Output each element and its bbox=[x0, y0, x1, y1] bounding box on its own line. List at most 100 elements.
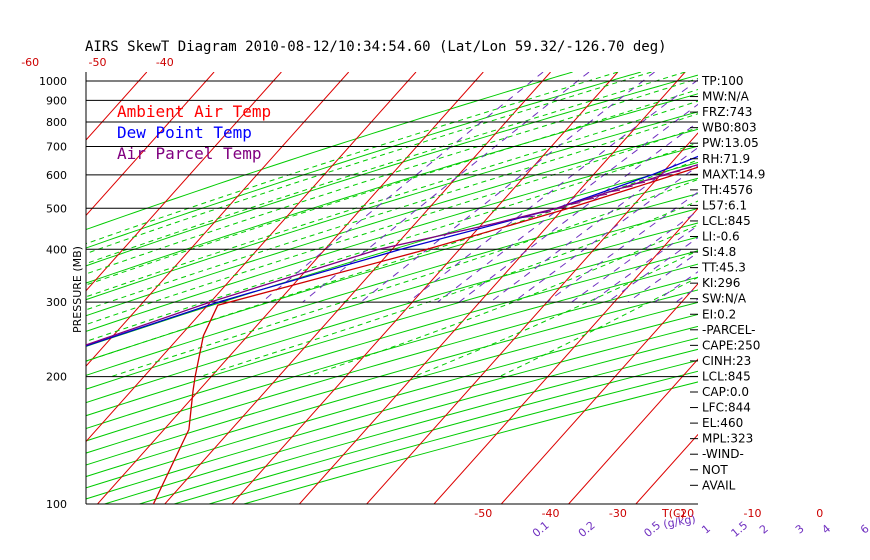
isotherm-line bbox=[500, 282, 698, 504]
mixing-ratio-lines bbox=[261, 72, 698, 303]
isotherm-line bbox=[771, 72, 870, 504]
moist-adiabat-line bbox=[86, 159, 698, 362]
cape-hatch-line bbox=[825, 123, 827, 125]
mixing-ratio-line bbox=[261, 72, 544, 303]
cape-hatch-line bbox=[834, 120, 836, 122]
profile-series bbox=[86, 155, 698, 504]
isotherm-line bbox=[97, 72, 484, 504]
mixing-ratio-tick-label: 0.2 bbox=[576, 519, 598, 540]
index-label: RH:71.9 bbox=[702, 152, 750, 166]
dry-adiabat-line bbox=[86, 145, 698, 332]
mixing-ratio-line bbox=[407, 79, 698, 303]
index-label: NOT bbox=[702, 463, 728, 477]
isotherm-line bbox=[86, 72, 215, 217]
index-label: EI:0.2 bbox=[702, 307, 736, 321]
isotherm-line bbox=[0, 72, 79, 504]
parcel-temp-line bbox=[86, 163, 698, 346]
pressure-tick-label: 200 bbox=[46, 371, 67, 384]
moist-adiabat-line bbox=[86, 88, 698, 286]
moist-adiabat-line bbox=[86, 72, 686, 265]
dry-adiabat-line bbox=[86, 236, 698, 417]
mixing-ratio-tick-label: 3 bbox=[793, 522, 807, 536]
bottom-temp-tick-label: -20 bbox=[676, 507, 694, 520]
dry-adiabat-line bbox=[86, 222, 698, 404]
dry-adiabat-line bbox=[86, 313, 698, 489]
index-label: CAP:0.0 bbox=[702, 385, 749, 399]
cape-hatch-line bbox=[789, 135, 791, 137]
dry-adiabat-line bbox=[86, 301, 698, 478]
isotherm-line bbox=[366, 132, 698, 504]
moist-adiabat-lines bbox=[86, 72, 698, 378]
dry-adiabat-line bbox=[86, 128, 698, 317]
moist-adiabat-line bbox=[86, 100, 698, 298]
index-label: SW:N/A bbox=[702, 292, 747, 306]
cape-hatch-line bbox=[816, 126, 818, 128]
mixing-ratio-unit-label: (g/kg) bbox=[662, 512, 696, 530]
pressure-tick-label: 300 bbox=[46, 296, 67, 309]
dry-adiabat-line bbox=[86, 276, 698, 454]
moist-adiabat-line bbox=[199, 200, 698, 378]
moist-adiabat-line bbox=[86, 142, 698, 342]
mixing-ratio-line bbox=[546, 191, 698, 303]
bottom-temp-tick-label: -10 bbox=[743, 507, 761, 520]
index-label: AVAIL bbox=[702, 478, 736, 492]
mixing-ratio-line bbox=[512, 165, 698, 303]
pressure-tick-label: 700 bbox=[46, 140, 67, 153]
legend-entry: Air Parcel Temp bbox=[117, 144, 262, 163]
mixing-ratio-line bbox=[590, 224, 698, 303]
mixing-ratio-line bbox=[607, 237, 698, 303]
chart-title: AIRS SkewT Diagram 2010-08-12/10:34:54.6… bbox=[85, 39, 667, 55]
mixing-ratio-tick-label: 0.5 bbox=[641, 519, 663, 540]
top-temp-tick-label: -60 bbox=[21, 56, 39, 69]
index-label: LI:-0.6 bbox=[702, 230, 740, 244]
isotherm-line bbox=[0, 72, 12, 504]
dry-adiabat-line bbox=[86, 72, 573, 231]
cape-hatch-line bbox=[807, 129, 809, 131]
bottom-temp-tick-label: -30 bbox=[609, 507, 627, 520]
index-label: -WIND- bbox=[702, 447, 744, 461]
temp-unit-label: T(C) bbox=[661, 507, 685, 520]
dry-adiabat-line bbox=[86, 250, 698, 429]
isotherm-line bbox=[299, 72, 686, 504]
index-label: TP:100 bbox=[701, 74, 744, 88]
y-axis-label: PRESSURE (MB) bbox=[71, 246, 84, 333]
index-label: EL:460 bbox=[702, 416, 743, 430]
dry-adiabat-line bbox=[86, 289, 698, 466]
index-label: SI:4.8 bbox=[702, 245, 736, 259]
dry-adiabat-line bbox=[86, 72, 642, 249]
dry-adiabat-line bbox=[86, 263, 698, 442]
isotherm-line bbox=[86, 72, 417, 443]
isotherm-line bbox=[86, 72, 282, 292]
mixing-ratio-tick-label: 0.1 bbox=[530, 519, 552, 540]
index-label: MAXT:14.9 bbox=[702, 167, 765, 181]
moist-adiabat-line bbox=[110, 178, 698, 378]
index-label: LFC:844 bbox=[702, 401, 751, 415]
index-label: CINH:23 bbox=[702, 354, 751, 368]
legend-entry: Ambient Air Temp bbox=[117, 102, 271, 121]
pressure-tick-label: 600 bbox=[46, 169, 67, 182]
mixing-ratio-tick-label: 6 bbox=[858, 522, 870, 536]
moist-adiabat-line bbox=[86, 126, 698, 326]
index-label: KI:296 bbox=[702, 276, 740, 290]
moist-adiabat-line bbox=[499, 276, 698, 378]
dry-adiabat-line bbox=[86, 207, 698, 390]
legend: Ambient Air Temp Dew Point Temp Air Parcel… bbox=[117, 102, 271, 163]
index-label: PW:13.05 bbox=[702, 136, 759, 150]
cape-hatch-line bbox=[856, 112, 861, 114]
isotherm-line bbox=[231, 72, 619, 504]
dry-adiabat-line bbox=[86, 177, 698, 362]
mixing-ratio-line bbox=[302, 72, 590, 303]
dry-adiabat-line bbox=[86, 193, 698, 376]
cape-hatch-line bbox=[850, 115, 852, 117]
mixing-ratio-line bbox=[437, 103, 698, 303]
dry-adiabat-line bbox=[86, 74, 698, 267]
mixing-ratio-tick-label: 2 bbox=[757, 522, 771, 536]
isotherm-line bbox=[568, 358, 698, 504]
index-label: WB0:803 bbox=[702, 121, 757, 135]
isobar-lines bbox=[85, 72, 698, 505]
index-label: FRZ:743 bbox=[702, 105, 752, 119]
index-label: LCL:845 bbox=[702, 369, 751, 383]
top-temp-tick-label: -40 bbox=[156, 56, 174, 69]
mixing-ratio-line bbox=[360, 72, 655, 303]
